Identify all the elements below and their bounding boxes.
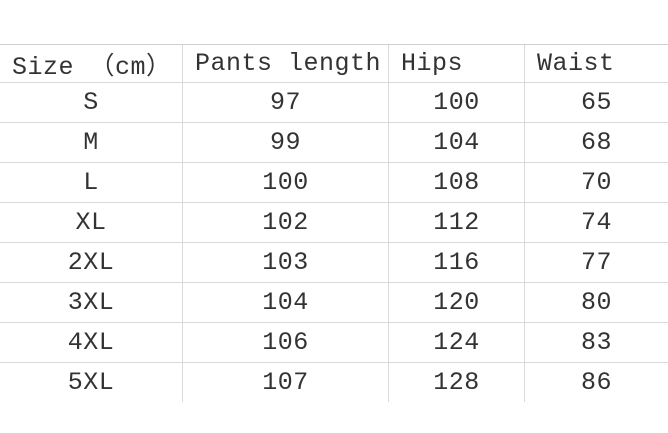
waist-cell: 70 [524,163,668,202]
waist-cell: 83 [524,323,668,362]
column-header-hips: Hips [388,45,524,82]
table-row: S 97 100 65 [0,83,668,123]
pants-length-cell: 100 [182,163,388,202]
table-body: S 97 100 65 M 99 104 68 L 100 108 70 XL … [0,83,668,402]
hips-cell: 116 [388,243,524,282]
waist-cell: 77 [524,243,668,282]
table-row: M 99 104 68 [0,123,668,163]
size-cell: 2XL [67,248,115,277]
pants-length-cell: 103 [182,243,388,282]
size-cell: S [83,88,99,117]
hips-cell: 128 [388,363,524,402]
waist-cell: 74 [524,203,668,242]
pants-length-cell: 99 [182,123,388,162]
table-row: XL 102 112 74 [0,203,668,243]
table-header-row: Size （cm） Pants length Hips Waist [0,45,668,83]
hips-cell: 104 [388,123,524,162]
size-cell: 4XL [67,328,115,357]
pants-length-cell: 107 [182,363,388,402]
waist-cell: 68 [524,123,668,162]
hips-cell: 108 [388,163,524,202]
waist-cell: 65 [524,83,668,122]
hips-cell: 112 [388,203,524,242]
hips-cell: 124 [388,323,524,362]
waist-cell: 86 [524,363,668,402]
hips-cell: 120 [388,283,524,322]
table-row: 3XL 104 120 80 [0,283,668,323]
hips-cell: 100 [388,83,524,122]
column-header-size: Size （cm） [12,52,172,82]
pants-length-cell: 104 [182,283,388,322]
table-row: 4XL 106 124 83 [0,323,668,363]
pants-length-cell: 106 [182,323,388,362]
table-row: 2XL 103 116 77 [0,243,668,283]
size-chart-table: Size （cm） Pants length Hips Waist S 97 1… [0,44,668,402]
size-cell: 3XL [67,288,115,317]
table-row: L 100 108 70 [0,163,668,203]
pants-length-cell: 97 [182,83,388,122]
table-row: 5XL 107 128 86 [0,363,668,402]
pants-length-cell: 102 [182,203,388,242]
size-cell: XL [75,208,107,237]
waist-cell: 80 [524,283,668,322]
size-cell: 5XL [67,368,115,397]
column-header-waist: Waist [524,45,668,82]
size-cell: L [83,168,99,197]
column-header-pants-length: Pants length [182,45,388,82]
size-cell: M [83,128,99,157]
